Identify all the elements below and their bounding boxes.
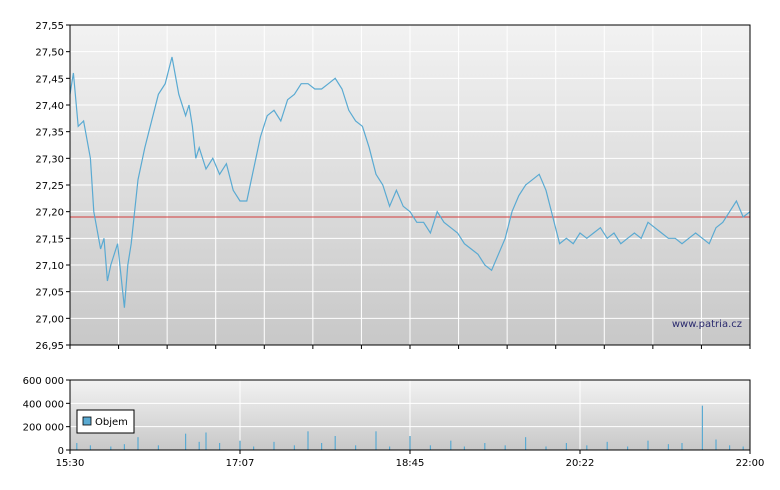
price-x-axis-ticks xyxy=(69,345,751,349)
volume-x-tick-label: 17:07 xyxy=(226,458,255,469)
price-y-axis: 26,95 27,00 27,05 27,10 27,15 27,20 27,25 27,30… xyxy=(35,21,70,352)
price-panel: 26,95 27,00 27,05 27,10 27,15 27,20 27,25 27,30… xyxy=(35,21,751,352)
price-y-tick-label: 27,50 xyxy=(35,48,64,59)
volume-x-axis: 15:30 17:07 18:45 20:22 22:00 xyxy=(56,450,765,469)
legend-swatch xyxy=(82,416,92,426)
volume-x-tick-label: 15:30 xyxy=(56,458,85,469)
volume-y-tick-label: 0 xyxy=(58,446,64,457)
legend: Objem xyxy=(76,409,135,434)
volume-x-tick-label: 18:45 xyxy=(396,458,425,469)
price-series-line xyxy=(69,56,751,308)
volume-y-axis: 0 200 000 400 000 600 000 xyxy=(23,376,70,457)
volume-x-tick-label: 20:22 xyxy=(566,458,595,469)
price-y-tick-label: 26,95 xyxy=(35,341,64,352)
volume-y-tick-label: 400 000 xyxy=(23,399,64,410)
volume-y-tick-label: 600 000 xyxy=(23,376,64,387)
volume-x-tick-label: 22:00 xyxy=(736,458,765,469)
price-y-tick-label: 27,55 xyxy=(35,21,64,32)
price-y-tick-label: 27,30 xyxy=(35,154,64,165)
price-y-tick-label: 27,45 xyxy=(35,74,64,85)
price-gridlines xyxy=(70,24,750,346)
price-y-tick-label: 27,00 xyxy=(35,314,64,325)
legend-label: Objem xyxy=(95,417,128,428)
price-y-tick-label: 27,40 xyxy=(35,101,64,112)
volume-bars xyxy=(76,405,744,450)
price-y-tick-label: 27,10 xyxy=(35,261,64,272)
price-y-tick-label: 27,25 xyxy=(35,181,64,192)
volume-panel: 0 200 000 400 000 600 000 15:30 17:07 18:45 20… xyxy=(23,376,765,469)
price-y-tick-label: 27,20 xyxy=(35,208,64,219)
volume-y-tick-label: 200 000 xyxy=(23,423,64,434)
price-y-tick-label: 27,15 xyxy=(35,234,64,245)
price-y-tick-label: 27,35 xyxy=(35,128,64,139)
price-y-tick-label: 27,05 xyxy=(35,288,64,299)
watermark: www.patria.cz xyxy=(672,319,742,330)
legend-box xyxy=(76,409,135,434)
